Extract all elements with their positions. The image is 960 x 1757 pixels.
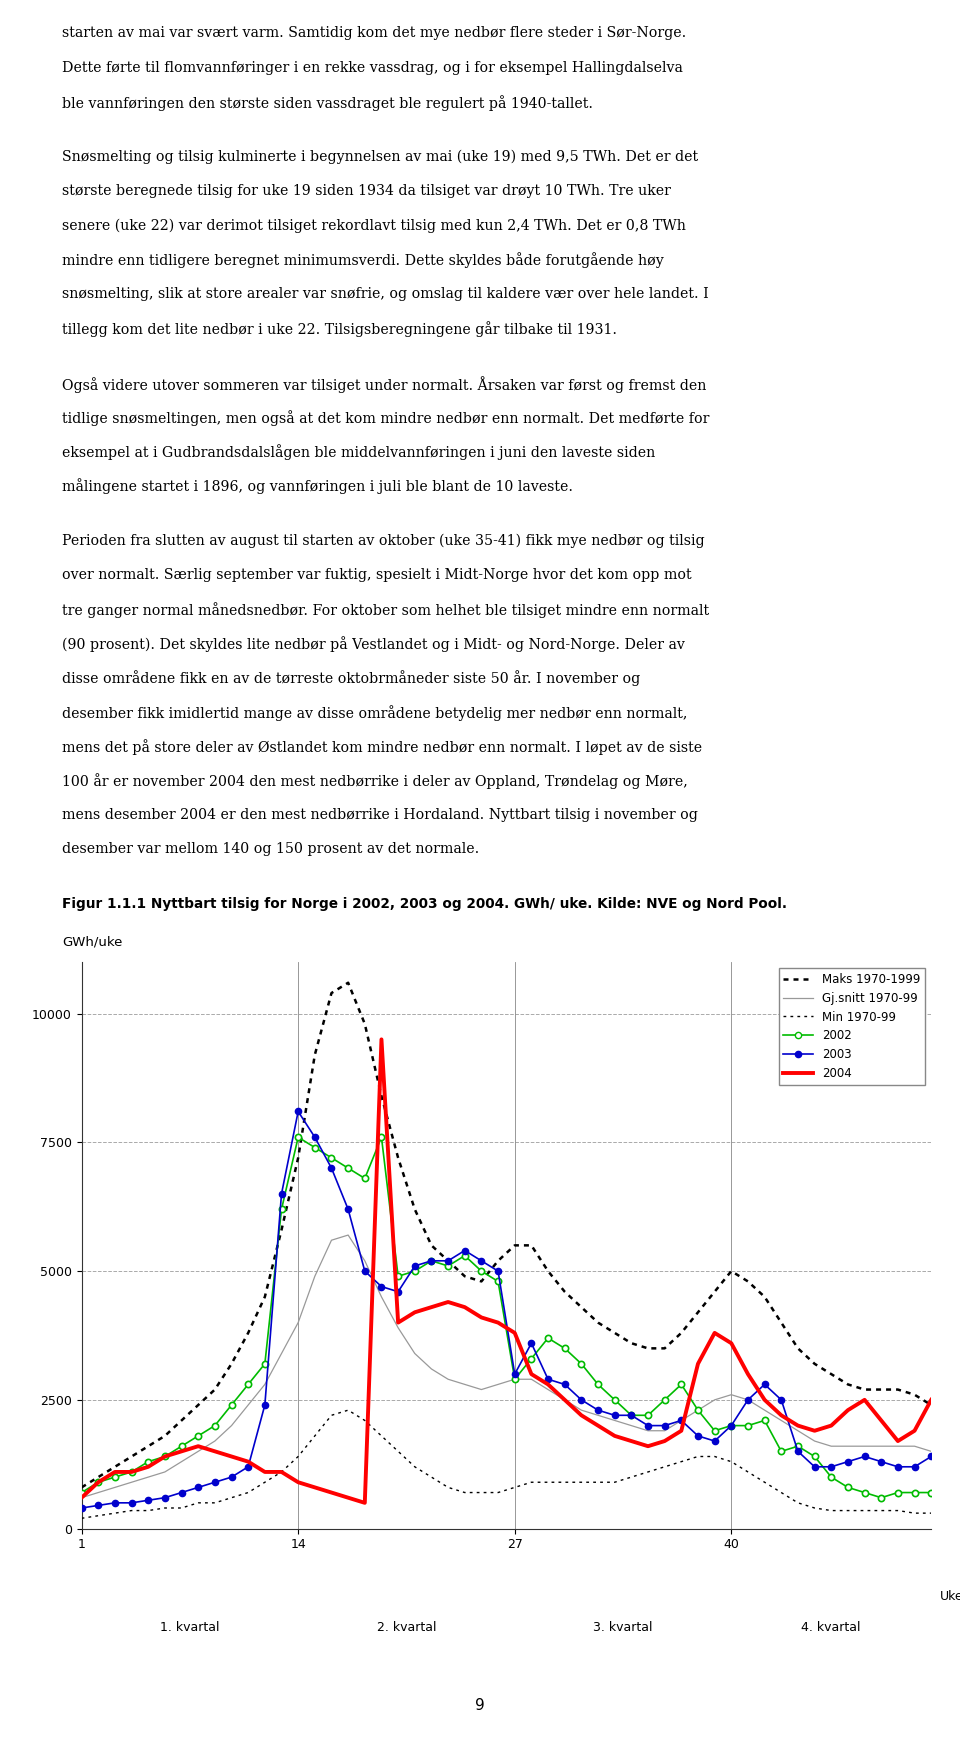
Text: desember fikk imidlertid mange av disse områdene betydelig mer nedbør enn normal: desember fikk imidlertid mange av disse … xyxy=(62,705,687,720)
Text: tidlige snøsmeltingen, men også at det kom mindre nedbør enn normalt. Det medfør: tidlige snøsmeltingen, men også at det k… xyxy=(62,409,709,425)
Text: største beregnede tilsig for uke 19 siden 1934 da tilsiget var drøyt 10 TWh. Tre: største beregnede tilsig for uke 19 side… xyxy=(62,184,671,199)
Text: tre ganger normal månedsnedbør. For oktober som helhet ble tilsiget mindre enn n: tre ganger normal månedsnedbør. For okto… xyxy=(62,603,709,618)
Text: 9: 9 xyxy=(475,1697,485,1713)
Text: 2. kvartal: 2. kvartal xyxy=(376,1622,436,1634)
Text: Også videre utover sommeren var tilsiget under normalt. Årsaken var først og fre: Også videre utover sommeren var tilsiget… xyxy=(62,376,707,394)
Text: 4. kvartal: 4. kvartal xyxy=(802,1622,861,1634)
Text: GWh/uke: GWh/uke xyxy=(62,936,123,949)
Legend: Maks 1970-1999, Gj.snitt 1970-99, Min 1970-99, 2002, 2003, 2004: Maks 1970-1999, Gj.snitt 1970-99, Min 19… xyxy=(779,968,925,1086)
Text: Ukenr: Ukenr xyxy=(940,1590,960,1604)
Text: 3. kvartal: 3. kvartal xyxy=(593,1622,653,1634)
Text: senere (uke 22) var derimot tilsiget rekordlavt tilsig med kun 2,4 TWh. Det er 0: senere (uke 22) var derimot tilsiget rek… xyxy=(62,218,686,232)
Text: Dette førte til flomvannføringer i en rekke vassdrag, og i for eksempel Hallingd: Dette førte til flomvannføringer i en re… xyxy=(62,60,684,74)
Text: desember var mellom 140 og 150 prosent av det normale.: desember var mellom 140 og 150 prosent a… xyxy=(62,842,480,856)
Text: snøsmelting, slik at store arealer var snøfrie, og omslag til kaldere vær over h: snøsmelting, slik at store arealer var s… xyxy=(62,286,709,300)
Text: mindre enn tidligere beregnet minimumsverdi. Dette skyldes både forutgående høy: mindre enn tidligere beregnet minimumsve… xyxy=(62,253,664,269)
Text: tillegg kom det lite nedbør i uke 22. Tilsigsberegningene går tilbake til 1931.: tillegg kom det lite nedbør i uke 22. Ti… xyxy=(62,322,617,337)
Text: Snøsmelting og tilsig kulminerte i begynnelsen av mai (uke 19) med 9,5 TWh. Det : Snøsmelting og tilsig kulminerte i begyn… xyxy=(62,149,699,163)
Text: 1. kvartal: 1. kvartal xyxy=(160,1622,220,1634)
Text: ble vannføringen den største siden vassdraget ble regulert på 1940-tallet.: ble vannføringen den største siden vassd… xyxy=(62,95,593,111)
Text: 100 år er november 2004 den mest nedbørrike i deler av Oppland, Trøndelag og Mør: 100 år er november 2004 den mest nedbørr… xyxy=(62,773,688,789)
Text: mens desember 2004 er den mest nedbørrike i Hordaland. Nyttbart tilsig i novembe: mens desember 2004 er den mest nedbørrik… xyxy=(62,808,698,822)
Text: disse områdene fikk en av de tørreste oktobrmåneder siste 50 år. I november og: disse områdene fikk en av de tørreste ok… xyxy=(62,671,640,687)
Text: Figur 1.1.1 Nyttbart tilsig for Norge i 2002, 2003 og 2004. GWh/ uke. Kilde: NVE: Figur 1.1.1 Nyttbart tilsig for Norge i … xyxy=(62,898,787,912)
Text: (90 prosent). Det skyldes lite nedbør på Vestlandet og i Midt- og Nord-Norge. De: (90 prosent). Det skyldes lite nedbør på… xyxy=(62,636,685,652)
Text: eksempel at i Gudbrandsdalslågen ble middelvannføringen i juni den laveste siden: eksempel at i Gudbrandsdalslågen ble mid… xyxy=(62,445,656,460)
Text: Perioden fra slutten av august til starten av oktober (uke 35-41) fikk mye nedbø: Perioden fra slutten av august til start… xyxy=(62,534,705,548)
Text: mens det på store deler av Østlandet kom mindre nedbør enn normalt. I løpet av d: mens det på store deler av Østlandet kom… xyxy=(62,740,703,756)
Text: starten av mai var svært varm. Samtidig kom det mye nedbør flere steder i Sør-No: starten av mai var svært varm. Samtidig … xyxy=(62,26,686,40)
Text: over normalt. Særlig september var fuktig, spesielt i Midt-Norge hvor det kom op: over normalt. Særlig september var fukti… xyxy=(62,568,692,582)
Text: målingene startet i 1896, og vannføringen i juli ble blant de 10 laveste.: målingene startet i 1896, og vannføringe… xyxy=(62,478,573,494)
